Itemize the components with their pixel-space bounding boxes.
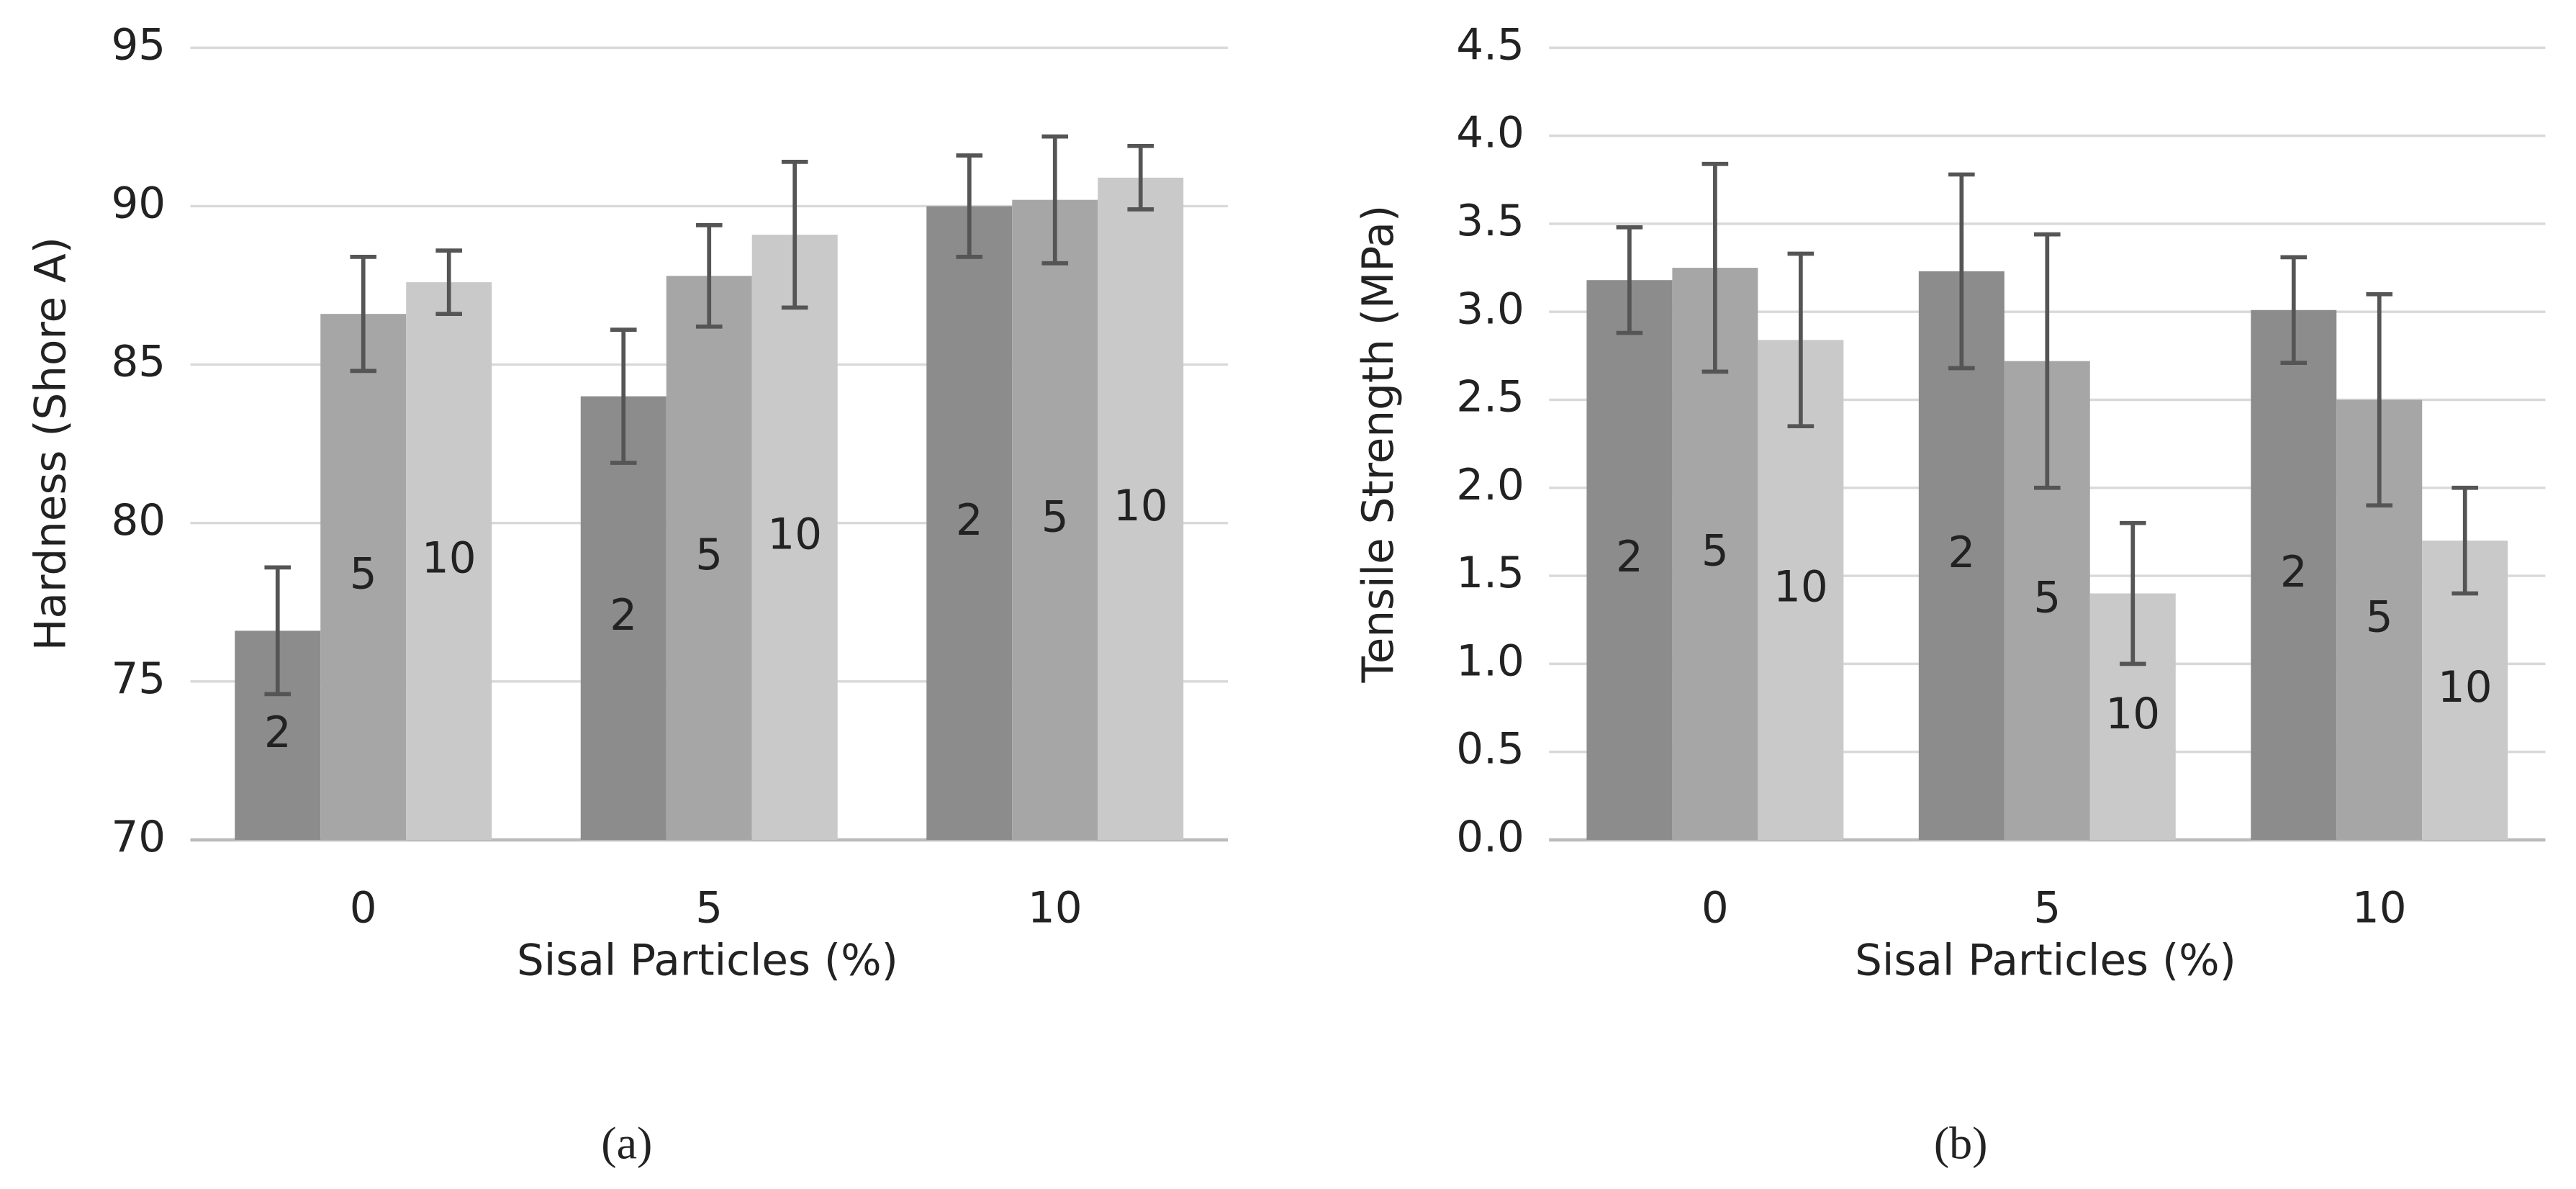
bar [1098,177,1184,840]
y-tick-label: 2.0 [1456,461,1524,510]
bar [580,396,666,840]
y-tick-label: 2.5 [1456,373,1524,422]
y-tick-label: 90 [111,179,166,229]
y-tick-label: 0.5 [1456,725,1524,774]
bar [666,276,752,840]
bar-label: 2 [1616,533,1643,582]
x-tick-label: 0 [350,883,377,933]
y-tick-label: 95 [111,20,166,70]
y-tick-label: 0.0 [1456,813,1524,862]
y-tick-label: 85 [111,338,166,387]
y-axis-title: Hardness (Shore A) [27,237,76,651]
y-tick-label: 3.5 [1456,196,1524,246]
x-axis-title: Sisal Particles (%) [1855,936,2236,986]
bar-label: 10 [2105,690,2160,739]
bar-label: 5 [2366,592,2393,642]
x-tick-label: 5 [2033,883,2061,933]
panel-label: (a) [601,1118,652,1169]
bar-label: 10 [1773,563,1828,612]
bar [1012,199,1098,840]
bar-label: 5 [2033,573,2061,623]
bar-label: 2 [610,591,637,641]
bar-label: 10 [2438,663,2493,713]
x-tick-label: 5 [695,883,723,933]
y-tick-label: 1.0 [1456,636,1524,686]
bar-label: 5 [695,530,723,580]
bar-label: 5 [350,550,377,600]
bar-label: 10 [422,534,476,584]
y-tick-label: 4.5 [1456,20,1524,70]
y-axis-title: Tensile Strength (MPa) [1354,205,1404,684]
bar [406,282,492,840]
x-tick-label: 10 [2352,883,2407,933]
bar-label: 10 [1113,482,1168,531]
y-tick-label: 70 [111,813,166,862]
y-tick-label: 80 [111,496,166,546]
bar [320,314,407,840]
bar-label: 2 [956,496,983,546]
bar-label: 2 [1948,528,1975,578]
bar-label: 5 [1041,492,1069,542]
bar [1586,280,1673,840]
y-tick-label: 1.5 [1456,548,1524,598]
bar [751,235,838,840]
x-tick-label: 0 [1701,883,1729,933]
bar [926,206,1013,840]
y-tick-label: 3.0 [1456,284,1524,334]
bar-label: 10 [767,510,822,560]
bar-label: 2 [2280,548,2308,597]
x-axis-title: Sisal Particles (%) [517,936,898,986]
x-tick-label: 10 [1028,883,1083,933]
bar-label: 2 [264,708,292,758]
panel-label: (b) [1934,1118,1988,1169]
bar-label: 5 [1701,527,1729,577]
bar [2251,309,2337,840]
y-tick-label: 75 [111,654,166,704]
y-tick-label: 4.0 [1456,109,1524,158]
